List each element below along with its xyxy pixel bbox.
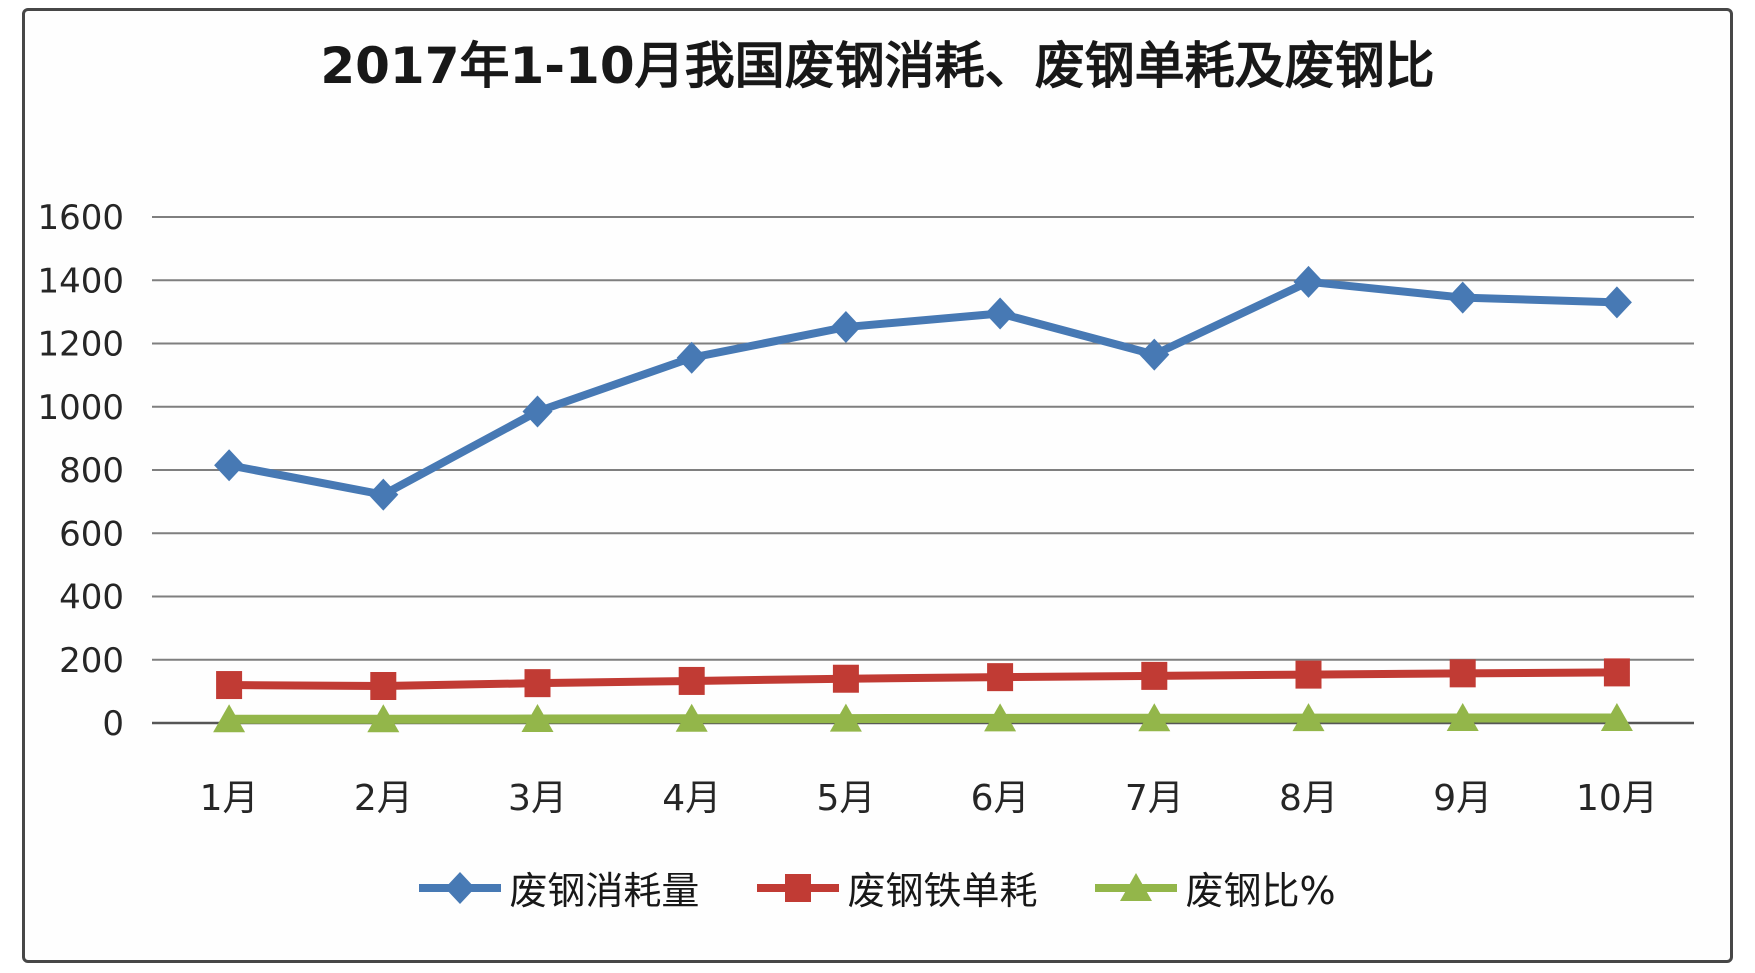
diamond-marker-icon — [214, 449, 245, 482]
y-tick-label: 800 — [59, 451, 124, 491]
y-tick-label: 400 — [59, 578, 124, 618]
diamond-marker-icon — [985, 297, 1016, 330]
square-marker-icon — [524, 669, 551, 698]
y-tick-label: 1000 — [37, 388, 124, 428]
diamond-marker-icon — [1139, 338, 1170, 371]
triangle-marker-icon — [213, 704, 246, 733]
series-line-1 — [229, 668, 1617, 690]
square-marker-icon — [1295, 660, 1322, 689]
x-tick-label: 8月 — [1279, 778, 1338, 819]
x-tick-label: 9月 — [1433, 778, 1492, 819]
diamond-marker-icon — [1447, 281, 1478, 314]
chart-legend: 废钢消耗量 废钢铁单耗 废钢比% — [0, 860, 1755, 915]
triangle-marker-icon — [675, 703, 708, 732]
square-marker-icon — [370, 671, 397, 700]
square-marker-icon — [678, 666, 705, 695]
diamond-marker-icon — [1293, 265, 1324, 298]
y-tick-label: 600 — [59, 514, 124, 554]
triangle-marker-icon — [829, 703, 862, 732]
chart-title: 2017年1-10月我国废钢消耗、废钢单耗及废钢比 — [320, 37, 1435, 95]
legend-marker-triangle-icon — [1095, 872, 1178, 901]
legend-label-scrap-unit-consumption: 废钢铁单耗 — [847, 869, 1038, 913]
y-tick-label: 200 — [59, 641, 124, 681]
diamond-marker-icon — [368, 478, 399, 511]
y-tick-label: 0 — [102, 704, 124, 744]
legend-label-scrap-consumption: 废钢消耗量 — [509, 869, 700, 913]
diamond-marker-icon — [1601, 286, 1632, 319]
x-tick-label: 1月 — [200, 778, 259, 819]
triangle-marker-icon — [1138, 703, 1171, 732]
square-marker-icon — [785, 873, 812, 902]
triangle-marker-icon — [521, 704, 554, 733]
x-tick-label: 7月 — [1125, 778, 1184, 819]
x-tick-label: 5月 — [816, 778, 875, 819]
square-marker-icon — [987, 663, 1014, 692]
legend-label-scrap-ratio: 废钢比% — [1185, 869, 1336, 913]
chart-frame — [22, 8, 1733, 963]
x-tick-label: 6月 — [971, 778, 1030, 819]
diamond-marker-icon — [830, 311, 861, 344]
legend-marker-square-icon — [757, 873, 840, 902]
legend-item-scrap-unit-consumption: 废钢铁单耗 — [757, 860, 1037, 915]
series-line-2 — [229, 713, 1617, 724]
triangle-marker-icon — [1446, 703, 1479, 732]
y-tick-label: 1600 — [37, 198, 124, 238]
square-marker-icon — [832, 664, 859, 693]
triangle-marker-icon — [984, 703, 1017, 732]
diamond-marker-icon — [445, 871, 476, 904]
legend-item-scrap-ratio: 废钢比% — [1095, 860, 1336, 915]
diamond-marker-icon — [676, 341, 707, 374]
legend-marker-diamond-icon — [419, 871, 502, 904]
diamond-marker-icon — [522, 395, 553, 428]
triangle-marker-icon — [367, 704, 400, 733]
triangle-marker-icon — [1292, 703, 1325, 732]
x-tick-label: 2月 — [354, 778, 413, 819]
triangle-marker-icon — [1120, 872, 1153, 901]
square-marker-icon — [216, 671, 243, 700]
x-tick-label: 3月 — [508, 778, 567, 819]
triangle-marker-icon — [1600, 702, 1633, 731]
y-tick-label: 1200 — [37, 325, 124, 365]
square-marker-icon — [1449, 659, 1476, 688]
square-marker-icon — [1141, 661, 1168, 690]
x-tick-label: 10月 — [1576, 778, 1658, 819]
square-marker-icon — [1603, 658, 1630, 687]
series-line-0 — [228, 277, 1618, 499]
y-tick-label: 1400 — [37, 261, 124, 301]
x-tick-label: 4月 — [662, 778, 721, 819]
legend-item-scrap-consumption: 废钢消耗量 — [419, 860, 699, 915]
